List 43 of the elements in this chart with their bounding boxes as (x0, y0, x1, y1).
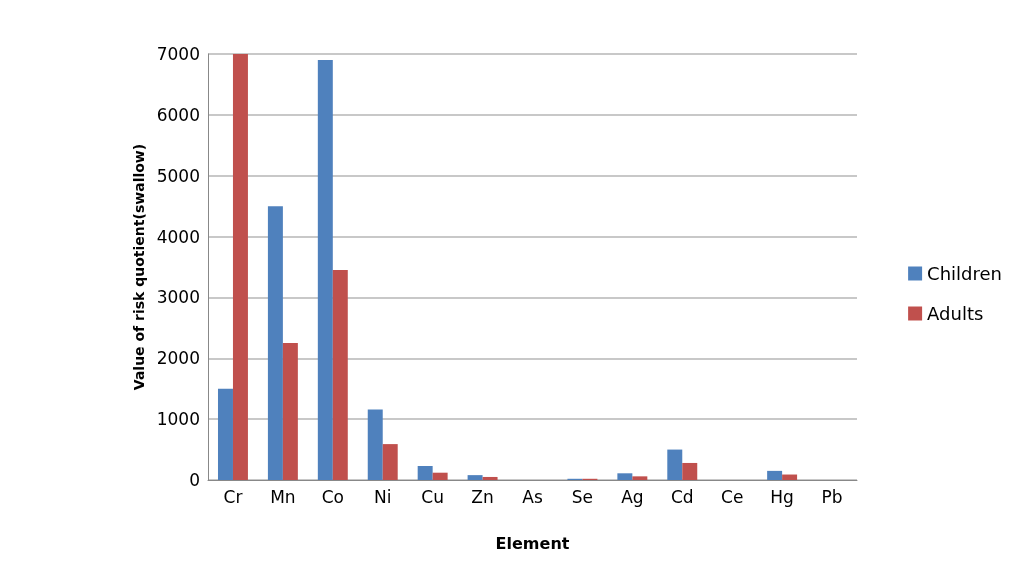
x-tick-label: Pb (821, 486, 843, 507)
bar (682, 462, 698, 480)
legend-label: Adults (927, 303, 984, 324)
bar (282, 343, 298, 480)
x-tick-label: Se (571, 486, 594, 507)
x-tick-label: Cr (223, 486, 243, 507)
bar (382, 444, 398, 480)
bar (317, 60, 333, 480)
bar (667, 449, 683, 480)
x-tick-label: Hg (770, 486, 794, 507)
y-tick-label: 5000 (156, 165, 200, 186)
bar (367, 409, 383, 480)
bar (232, 54, 248, 480)
x-tick-label: As (522, 486, 543, 507)
x-tick-label: Ni (374, 486, 392, 507)
bar (467, 475, 483, 480)
x-tick-label: Zn (471, 486, 494, 507)
y-tick-label: 1000 (156, 409, 200, 430)
bar (482, 476, 498, 480)
bar (432, 472, 448, 480)
x-tick-label: Ce (721, 486, 744, 507)
bar (782, 474, 798, 480)
y-tick-label: 6000 (156, 104, 200, 125)
y-tick-label: 4000 (156, 226, 200, 247)
y-tick-label: 0 (189, 470, 200, 490)
y-tick-label: 3000 (156, 287, 200, 308)
y-axis-title: Value of risk quotient(swallow) (130, 143, 147, 391)
x-tick-label: Mn (270, 486, 296, 507)
x-tick-label: Cu (421, 486, 444, 507)
x-tick-label: Ag (621, 486, 644, 507)
bar (632, 476, 648, 480)
x-axis-title: Element (495, 533, 570, 553)
x-tick-label: Cd (670, 486, 694, 507)
bar (332, 270, 348, 480)
y-tick-label: 7000 (156, 44, 200, 64)
bar (217, 388, 233, 480)
y-tick-label: 2000 (156, 348, 200, 369)
bar (767, 470, 783, 480)
bar (267, 206, 283, 480)
bar (617, 473, 633, 480)
legend-label: Children (927, 263, 1003, 284)
bar (417, 466, 433, 480)
x-tick-label: Co (321, 486, 344, 507)
